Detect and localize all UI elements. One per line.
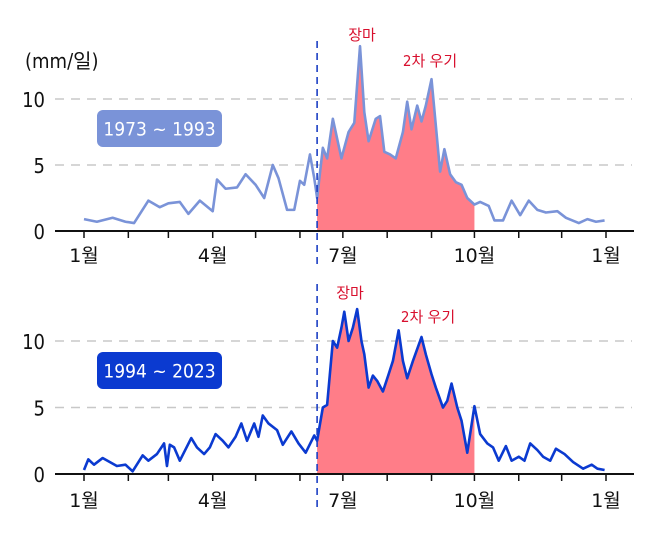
y-tick-label: 0 (34, 463, 45, 487)
annotation-label: 장마 (336, 284, 364, 302)
shaded-rainy-season-area (317, 309, 475, 474)
y-unit-label: (mm/일) (25, 49, 99, 73)
shaded-rainy-season-area (317, 46, 475, 232)
y-tick-label: 0 (34, 220, 45, 244)
series-line (82, 307, 605, 473)
period-badge (97, 352, 222, 389)
x-tick-label: 4월 (198, 490, 228, 512)
annotation-label: 장마 (348, 26, 376, 44)
x-tick-label: 1월 (69, 245, 99, 267)
annotation-label: 2차 우기 (401, 308, 455, 326)
y-tick-label: 5 (34, 397, 45, 421)
period-badge (97, 110, 222, 147)
series-line (83, 44, 605, 225)
x-tick-label: 1월 (69, 490, 99, 512)
x-tick-label: 4월 (198, 245, 228, 267)
y-tick-label: 5 (34, 154, 45, 178)
y-tick-label: 10 (22, 88, 45, 112)
period-label: 1994 ~ 2023 (103, 361, 215, 383)
x-tick-label: 1월 (591, 245, 621, 267)
x-tick-label: 7월 (328, 490, 358, 512)
period-label: 1973 ~ 1993 (103, 119, 215, 141)
y-tick-label: 10 (22, 330, 45, 354)
x-tick-label: 1월 (591, 490, 621, 512)
x-tick-label: 10월 (454, 245, 496, 267)
x-tick-label: 7월 (328, 245, 358, 267)
annotation-label: 2차 우기 (403, 52, 457, 70)
x-tick-label: 10월 (454, 490, 496, 512)
